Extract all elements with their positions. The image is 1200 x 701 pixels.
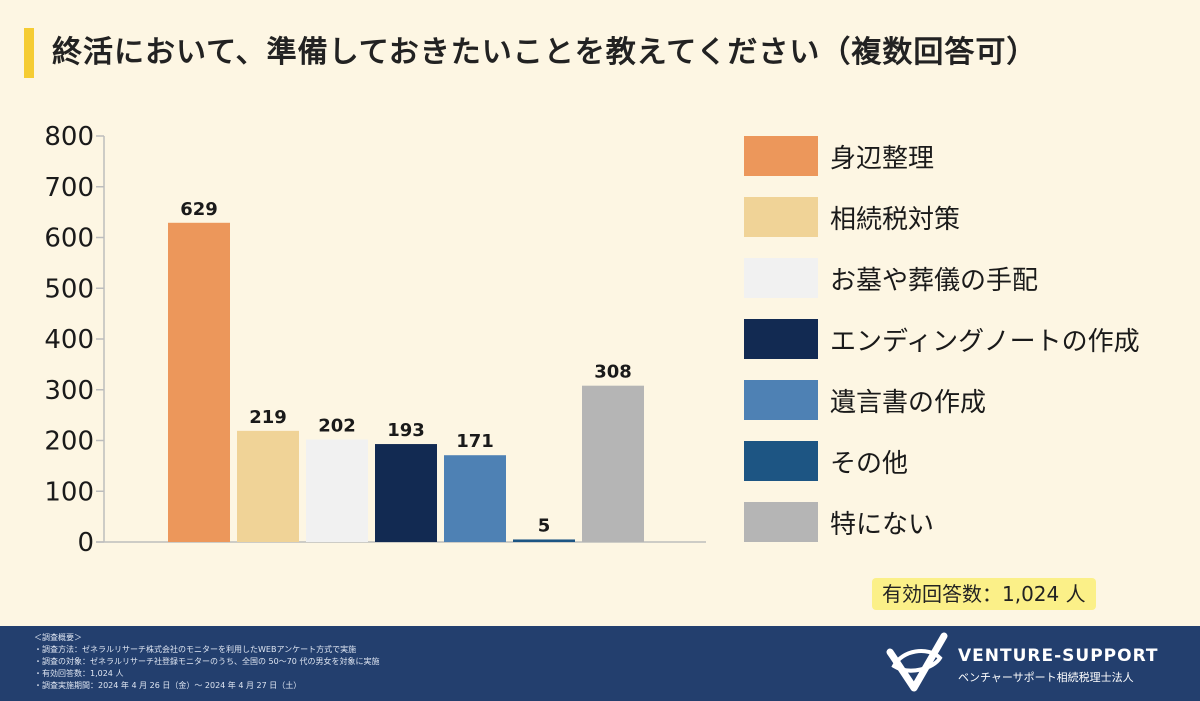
survey-note-line: ・有効回答数：1,024 人	[34, 669, 124, 678]
survey-note-line: ・調査実施期間：2024 年 4 月 26 日（金）〜 2024 年 4 月 2…	[34, 681, 302, 690]
y-tick-label: 600	[44, 224, 94, 254]
legend-item: 特にない	[744, 502, 934, 542]
footer: ＜調査概要＞ ・調査方法：ゼネラルリサーチ株式会社のモニターを利用したWEBアンケ…	[0, 626, 1200, 701]
title-accent-bar	[24, 28, 34, 78]
legend-item: エンディングノートの作成	[744, 319, 1140, 359]
y-tick-label: 0	[77, 528, 94, 558]
legend-item: お墓や葬儀の手配	[744, 258, 1038, 298]
venture-support-logo-icon	[886, 632, 948, 692]
survey-notes: ＜調査概要＞ ・調査方法：ゼネラルリサーチ株式会社のモニターを利用したWEBアンケ…	[34, 632, 379, 692]
legend-item: 相続税対策	[744, 197, 960, 237]
data-label-4: 193	[387, 420, 425, 441]
data-label-6: 5	[538, 515, 551, 536]
legend-label: 特にない	[830, 509, 935, 540]
survey-note-line: ・調査の対象：ゼネラルリサーチ社登録モニターのうち、全国の 50〜70 代の男女…	[34, 657, 380, 666]
bar-1	[168, 222, 230, 542]
bar-chart: 0 100 200 300 400 500 600 700 800 629 219 202 193 171…	[44, 122, 706, 558]
survey-note-line: ・調査方法：ゼネラルリサーチ株式会社のモニターを利用したWEBアンケート方式で実…	[34, 645, 357, 654]
brand-name: VENTURE-SUPPORT	[958, 646, 1159, 666]
y-tick-label: 300	[44, 376, 94, 406]
data-label-3: 202	[318, 415, 356, 436]
data-label-1: 629	[180, 199, 218, 220]
legend-swatch	[744, 441, 818, 481]
legend-label: 相続税対策	[830, 204, 961, 235]
legend-item: 身辺整理	[744, 136, 934, 176]
legend-swatch	[744, 136, 818, 176]
bar-4	[375, 444, 437, 542]
legend-item: 遺言書の作成	[744, 380, 986, 420]
legend-label: その他	[830, 448, 909, 479]
bar-7	[582, 385, 644, 542]
brand-subtitle: ベンチャーサポート相続税理士法人	[958, 671, 1134, 684]
legend-label: お墓や葬儀の手配	[830, 265, 1039, 296]
response-count-badge: 有効回答数：1,024 人	[872, 578, 1096, 610]
chart-title: 終活において、準備しておきたいことを教えてください（複数回答可）	[52, 35, 1038, 70]
bar-2	[237, 430, 299, 542]
bar-5	[444, 455, 506, 542]
data-label-5: 171	[456, 431, 494, 452]
bar-3	[306, 439, 368, 542]
legend-item: その他	[744, 441, 908, 481]
legend-swatch	[744, 380, 818, 420]
bar-6	[513, 539, 575, 542]
legend-label: 身辺整理	[830, 143, 935, 174]
y-tick-label: 200	[44, 427, 94, 457]
y-tick-label: 500	[44, 274, 94, 304]
y-tick-label: 100	[44, 477, 94, 507]
data-label-2: 219	[249, 407, 287, 428]
survey-note-line: ＜調査概要＞	[34, 633, 82, 642]
legend-label: エンディングノートの作成	[830, 326, 1140, 357]
legend-swatch	[744, 197, 818, 237]
y-tick-label: 700	[44, 173, 94, 203]
data-label-7: 308	[594, 362, 632, 383]
y-tick-label: 400	[44, 325, 94, 355]
legend-swatch	[744, 258, 818, 298]
y-tick-label: 800	[44, 122, 94, 152]
legend-label: 遺言書の作成	[830, 387, 987, 418]
legend-swatch	[744, 502, 818, 542]
legend-swatch	[744, 319, 818, 359]
